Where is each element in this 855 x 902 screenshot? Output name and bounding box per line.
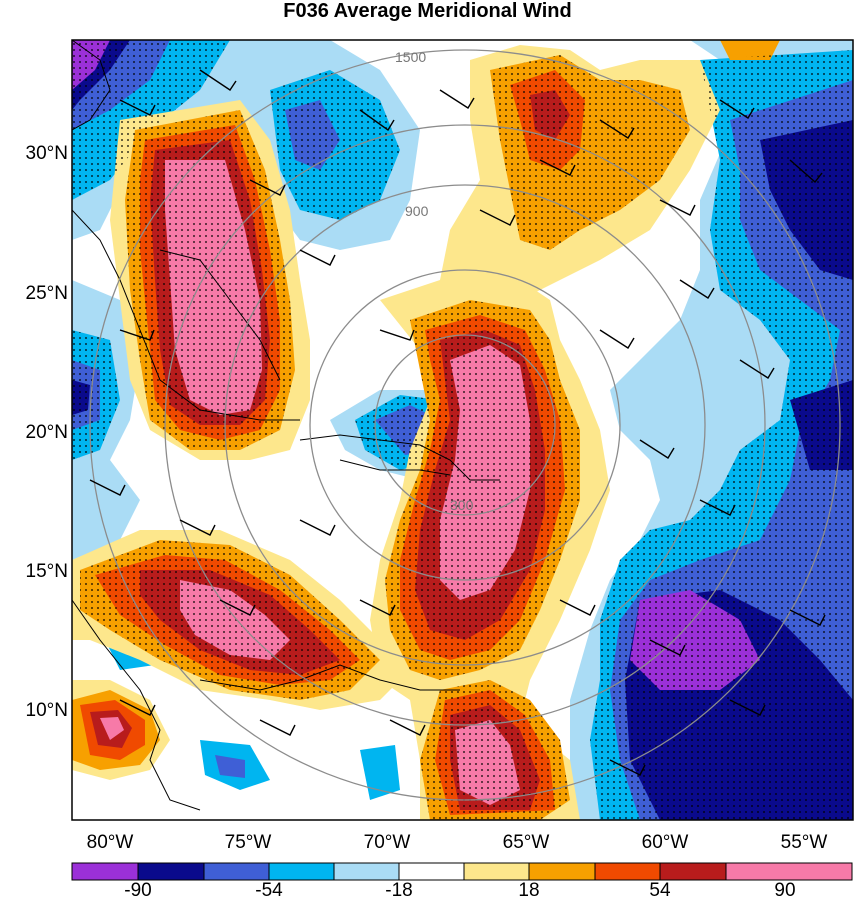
lat-label-20n: 20°N: [25, 422, 68, 443]
lat-label-15n: 15°N: [25, 561, 68, 582]
lon-label-60w: 60°W: [641, 832, 689, 853]
ring-label-1500: 1500: [395, 49, 426, 65]
colorbar-label-neg90: -90: [124, 880, 152, 901]
ring-label-300: 300: [450, 497, 474, 513]
colorbar-label-18: 18: [518, 880, 540, 901]
colorbar-label-90: 90: [774, 880, 796, 901]
lat-label-25n: 25°N: [25, 283, 68, 304]
lat-label-10n: 10°N: [25, 700, 68, 721]
ring-label-900: 900: [405, 203, 429, 219]
map-title: F036 Average Meridional Wind: [283, 0, 572, 22]
map-frame: [71, 39, 854, 821]
colorbar: [71, 862, 853, 881]
range-ring-outer: [89, 49, 841, 801]
range-rings: [89, 49, 841, 801]
lon-label-70w: 70°W: [363, 832, 411, 853]
colorbar-label-neg18: -18: [385, 880, 413, 901]
wind-barbs: [89, 69, 826, 776]
range-ring-inner: [309, 269, 621, 581]
colorbar-label-54: 54: [649, 880, 671, 901]
contour-fill-layer: [72, 40, 853, 820]
range-ring-middle: [224, 184, 706, 666]
lat-label-30n: 30°N: [25, 143, 68, 164]
colorbar-label-neg54: -54: [255, 880, 283, 901]
lon-label-65w: 65°W: [502, 832, 550, 853]
lon-label-75w: 75°W: [224, 832, 272, 853]
coastlines: [72, 40, 500, 811]
lon-label-55w: 55°W: [780, 832, 828, 853]
lon-label-80w: 80°W: [86, 832, 134, 853]
